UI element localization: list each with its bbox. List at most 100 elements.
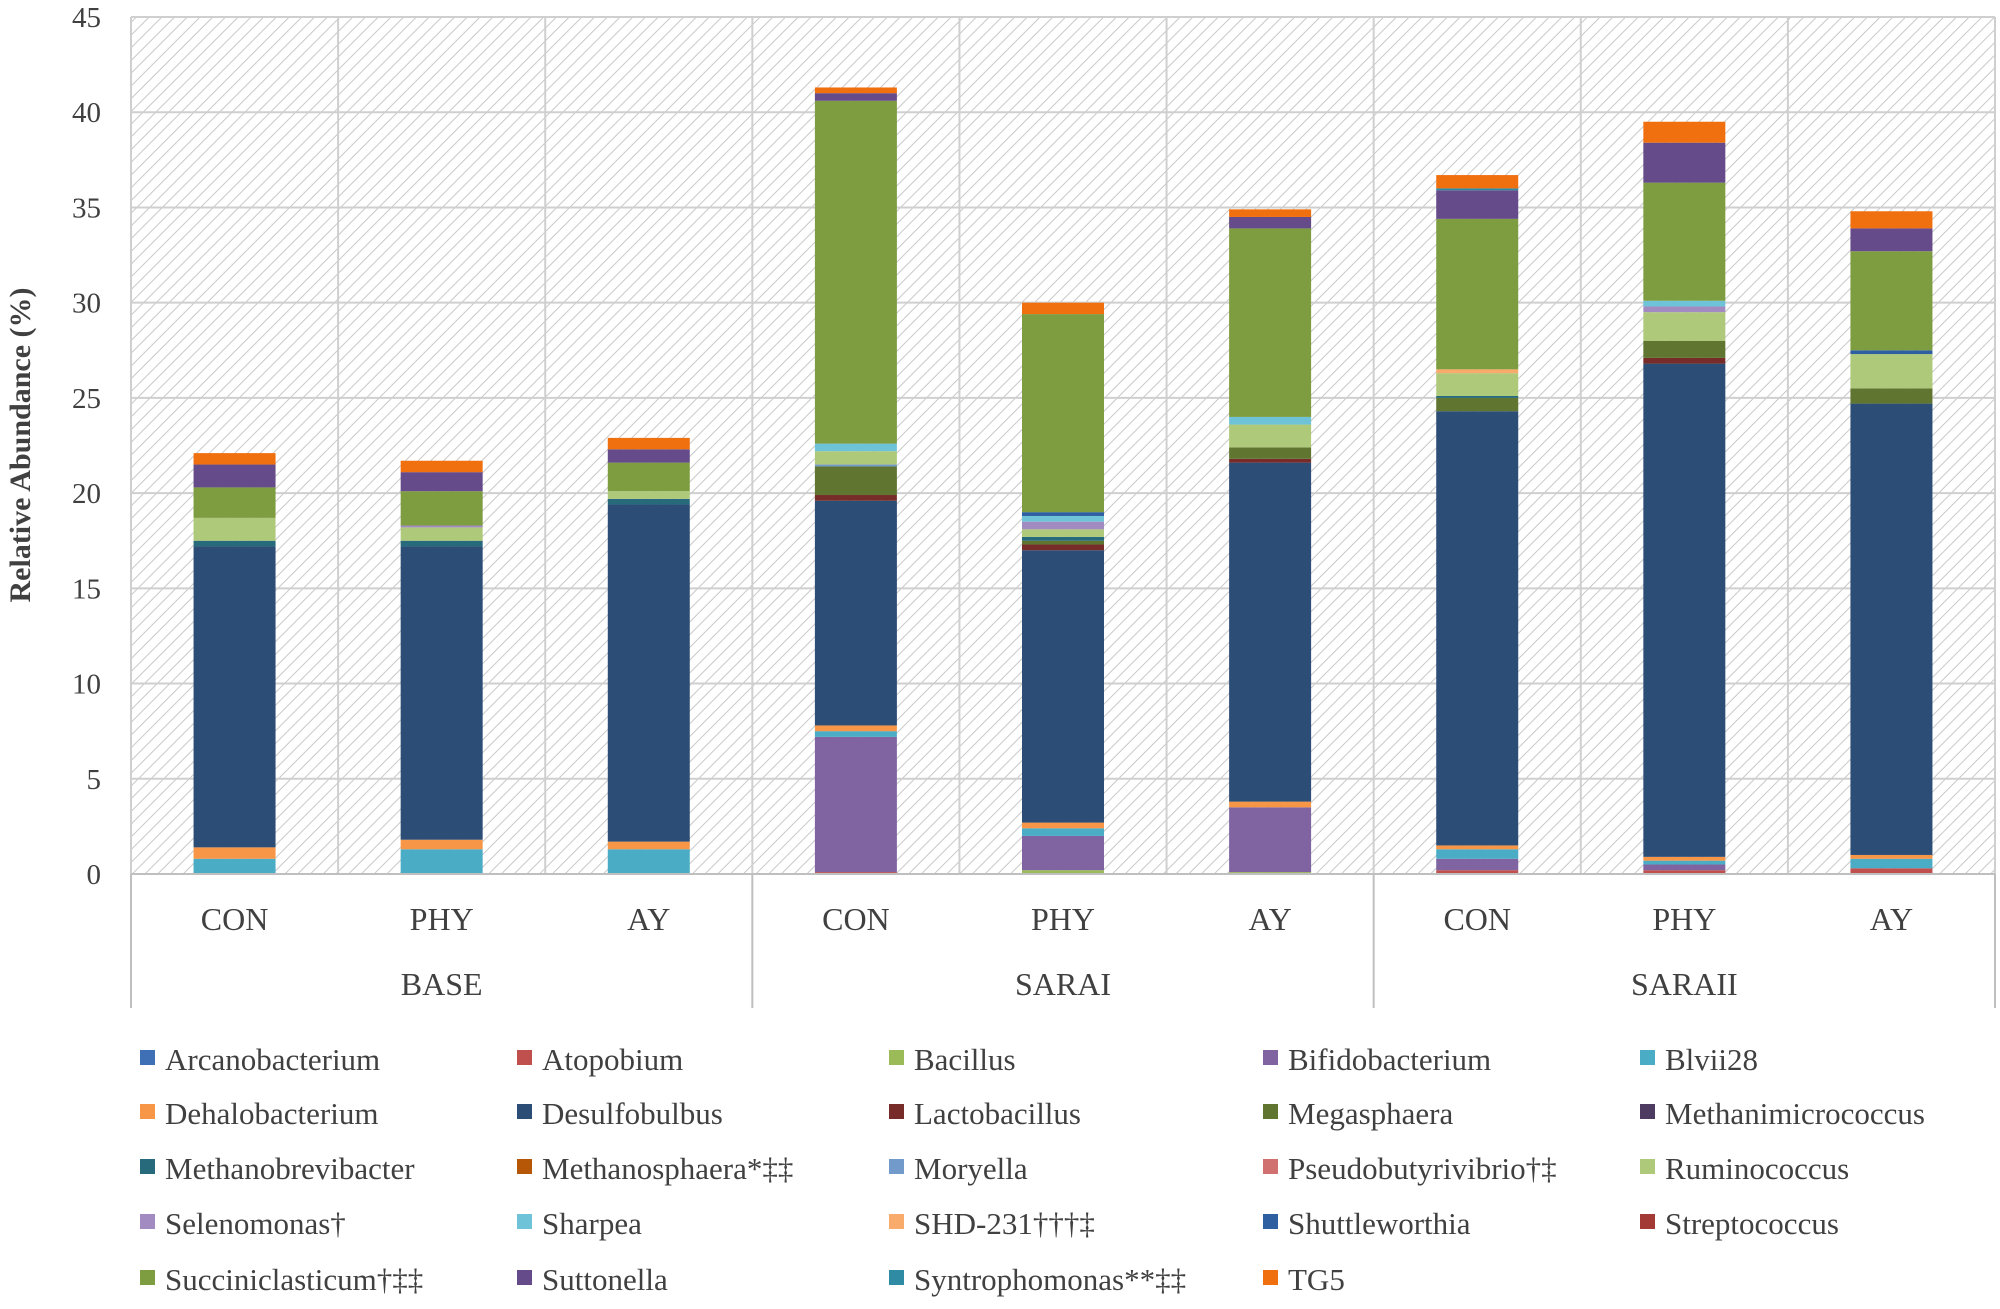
bar-segment-blvii28 [1850, 858, 1933, 869]
bar-segment-ruminococcus [607, 491, 690, 499]
bar-segment-ruminococcus [814, 451, 897, 465]
bar-segment-desulfobulbus [1643, 363, 1726, 857]
bar-segment-selenomonas [1022, 521, 1104, 530]
bar-segment-shuttleworthia [1850, 350, 1933, 355]
bar-segment-methanobrevibacter [400, 540, 483, 547]
bar-segment-dehalobacterium [1436, 845, 1519, 850]
x-category-label: AY [1248, 901, 1291, 937]
bar-segment-tg5 [193, 453, 276, 465]
bar-segment-lactobacillus [1643, 357, 1726, 364]
bar-segment-blvii28 [814, 731, 897, 737]
bar-segment-moryella [814, 464, 897, 467]
legend-swatch [517, 1104, 532, 1119]
axes: 0 5 10 15 20 25 30 35 40 45 CON PHY AY CON PHY AY CON PHY… [72, 2, 1996, 1008]
bar-segment-megasphaera [1436, 397, 1519, 412]
bar-segment-succiniclasticum [1229, 228, 1312, 417]
legend-swatch [517, 1159, 532, 1174]
bar-segment-blvii28 [607, 849, 690, 874]
bar-segment-desulfobulbus [814, 500, 897, 726]
y-tick-label: 40 [72, 97, 101, 129]
bar-segment-tg5 [1850, 211, 1933, 229]
bar-segment-bifidobacterium [1436, 858, 1519, 871]
bar-segment-lactobacillus [1229, 458, 1312, 463]
legend-label: Bacillus [914, 1042, 1016, 1077]
legend-swatch [889, 1270, 904, 1285]
legend-label: Succiniclasticum†‡‡ [165, 1262, 423, 1297]
bar-segment-selenomonas [1643, 306, 1726, 313]
bar-segment-ruminococcus [193, 517, 276, 541]
bar-segment-bifidobacterium [1229, 807, 1312, 873]
legend-swatch [517, 1214, 532, 1229]
legend-label: TG5 [1288, 1262, 1345, 1297]
legend-label: SHD-231†††‡ [914, 1206, 1095, 1241]
legend-swatch [1640, 1214, 1655, 1229]
bar-segment-sharpea [1022, 515, 1104, 522]
bars [193, 87, 1933, 874]
bar-segment-ruminococcus [400, 527, 483, 541]
bar-segment-desulfobulbus [1229, 462, 1312, 802]
y-tick-label: 30 [72, 288, 101, 320]
legend-label: Methanosphaera*‡‡ [542, 1151, 793, 1186]
bar-segment-tg5 [1436, 175, 1519, 189]
x-category-label: AY [627, 901, 670, 937]
bar-segment-megasphaera [814, 466, 897, 496]
bar-segment-dehalobacterium [607, 841, 690, 850]
legend-swatch [517, 1050, 532, 1065]
bar-segment-ruminococcus [1229, 424, 1312, 448]
bar-segment-dehalobacterium [1643, 856, 1726, 861]
bar-segment-bifidobacterium [1643, 864, 1726, 871]
legend-label: Atopobium [542, 1042, 683, 1077]
bar-segment-megasphaera [1643, 340, 1726, 358]
bar-segment-tg5 [400, 460, 483, 473]
legend-swatch [889, 1214, 904, 1229]
legend-label: Arcanobacterium [165, 1042, 380, 1077]
bar-segment-blvii28 [1022, 828, 1104, 836]
x-category-label: PHY [410, 901, 474, 937]
y-tick-label: 35 [72, 192, 101, 224]
legend-swatch [1640, 1104, 1655, 1119]
legend-swatch [1640, 1050, 1655, 1065]
bar-segment-methanobrevibacter [607, 498, 690, 505]
bar-segment-succiniclasticum [193, 487, 276, 518]
bar-segment-shuttleworthia [1022, 512, 1104, 516]
bar-segment-atopobium [1643, 870, 1726, 874]
x-category-label: PHY [1652, 901, 1716, 937]
legend-label: Blvii28 [1665, 1042, 1758, 1077]
bar-segment-succiniclasticum [1850, 251, 1933, 351]
legend-swatch [1263, 1104, 1278, 1119]
bar-segment-dehalobacterium [193, 847, 276, 859]
legend-label: Syntrophomonas**‡‡ [914, 1262, 1186, 1297]
bar-segment-blvii28 [1643, 860, 1726, 865]
x-category-label: PHY [1031, 901, 1095, 937]
legend-label: Desulfobulbus [542, 1096, 723, 1131]
bar-segment-tg5 [1229, 209, 1312, 217]
y-tick-label: 20 [72, 478, 101, 510]
bar-segment-suttonella [814, 93, 897, 101]
bar-segment-suttonella [193, 464, 276, 488]
bar-segment-blvii28 [400, 849, 483, 874]
legend-swatch [140, 1270, 155, 1285]
legend-label: Bifidobacterium [1288, 1042, 1491, 1077]
bar-segment-megasphaera [1850, 388, 1933, 404]
x-category-label: CON [1443, 901, 1511, 937]
bar-segment-tg5 [814, 87, 897, 94]
bar-segment-desulfobulbus [1850, 403, 1933, 855]
bar-segment-tg5 [1643, 121, 1726, 143]
legend-swatch [1263, 1159, 1278, 1174]
bar-segment-methanobrevibacter [1436, 395, 1519, 398]
legend-swatch [517, 1270, 532, 1285]
y-tick-label: 45 [72, 2, 101, 34]
y-axis-label: Relative Abundance (%) [4, 288, 37, 603]
legend-swatch [140, 1104, 155, 1119]
bar-segment-desulfobulbus [1436, 411, 1519, 846]
y-tick-label: 10 [72, 669, 101, 701]
legend-label: Moryella [914, 1151, 1028, 1186]
bar-segment-dehalobacterium [814, 725, 897, 732]
bar-segment-succiniclasticum [814, 100, 897, 444]
legend-label: Sharpea [542, 1206, 642, 1241]
legend-swatch [1640, 1159, 1655, 1174]
bar-segment-ruminococcus [1850, 354, 1933, 389]
legend-label: Methanimicrococcus [1665, 1096, 1925, 1131]
legend-label: Selenomonas† [165, 1206, 346, 1241]
